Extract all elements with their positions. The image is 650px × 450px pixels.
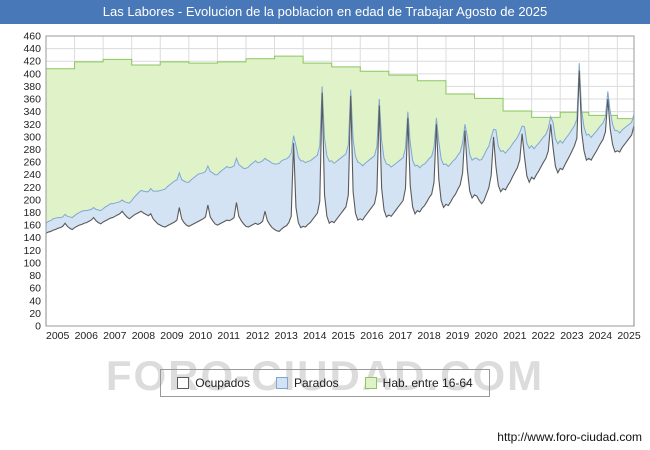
svg-text:2011: 2011 (217, 330, 240, 342)
svg-text:2016: 2016 (360, 330, 384, 342)
svg-text:300: 300 (23, 131, 41, 143)
svg-text:60: 60 (29, 283, 41, 295)
parados-swatch (275, 377, 288, 389)
svg-text:2025: 2025 (617, 330, 641, 342)
svg-text:200: 200 (23, 194, 41, 206)
svg-text:2023: 2023 (560, 330, 584, 342)
svg-text:0: 0 (35, 321, 41, 333)
svg-text:440: 440 (23, 43, 41, 55)
svg-text:2018: 2018 (417, 330, 441, 342)
hab-16-64-swatch (364, 377, 377, 389)
legend-label-hab-16-64: Hab. entre 16-64 (382, 376, 473, 390)
svg-text:2015: 2015 (332, 330, 356, 342)
legend-item-hab-16-64: Hab. entre 16-64 (364, 376, 473, 390)
svg-text:240: 240 (23, 169, 41, 181)
svg-text:2008: 2008 (132, 330, 156, 342)
svg-text:100: 100 (23, 257, 41, 269)
legend-label-ocupados: Ocupados (195, 376, 250, 390)
svg-text:2012: 2012 (246, 330, 270, 342)
population-evolution-chart: 0 20 40 60 80 100 120 140 160 180 200 220 240 260 280 3… (0, 24, 650, 359)
svg-text:460: 460 (23, 31, 41, 43)
svg-text:2009: 2009 (160, 330, 184, 342)
svg-text:2020: 2020 (475, 330, 499, 342)
svg-text:2005: 2005 (46, 330, 70, 342)
svg-text:2021: 2021 (503, 330, 527, 342)
chart-legend: Ocupados Parados Hab. entre 16-64 (160, 369, 490, 397)
svg-text:420: 420 (23, 56, 41, 68)
svg-text:260: 260 (23, 157, 41, 169)
svg-text:20: 20 (29, 308, 41, 320)
footer-url-area: http://www.foro-ciudad.com (497, 430, 642, 444)
svg-text:360: 360 (23, 94, 41, 106)
svg-text:220: 220 (23, 182, 41, 194)
svg-text:140: 140 (23, 232, 41, 244)
svg-text:40: 40 (29, 295, 41, 307)
svg-text:2007: 2007 (103, 330, 127, 342)
foro-ciudad-link[interactable]: http://www.foro-ciudad.com (497, 430, 642, 444)
svg-text:320: 320 (23, 119, 41, 131)
svg-text:380: 380 (23, 81, 41, 93)
svg-text:2013: 2013 (275, 330, 299, 342)
svg-text:180: 180 (23, 207, 41, 219)
svg-text:2014: 2014 (303, 330, 327, 342)
svg-text:340: 340 (23, 106, 41, 118)
chart-title-bar: Las Labores - Evolucion de la poblacion … (0, 0, 650, 24)
svg-text:280: 280 (23, 144, 41, 156)
legend-label-parados: Parados (293, 376, 339, 390)
svg-text:120: 120 (23, 245, 41, 257)
chart-plot-area: 0204060801001201401601802002202402602803… (23, 31, 641, 343)
watermark-text: FORO-CIUDAD.COM (105, 352, 545, 399)
svg-text:160: 160 (23, 220, 41, 232)
svg-text:2006: 2006 (75, 330, 99, 342)
svg-text:2010: 2010 (189, 330, 213, 342)
svg-text:400: 400 (23, 68, 41, 80)
svg-text:2017: 2017 (389, 330, 413, 342)
legend-item-ocupados: Ocupados (177, 376, 250, 390)
svg-text:2019: 2019 (446, 330, 470, 342)
svg-text:2022: 2022 (532, 330, 556, 342)
legend-item-parados: Parados (275, 376, 339, 390)
svg-text:80: 80 (29, 270, 41, 282)
svg-text:2024: 2024 (589, 330, 613, 342)
ocupados-swatch (177, 377, 190, 389)
